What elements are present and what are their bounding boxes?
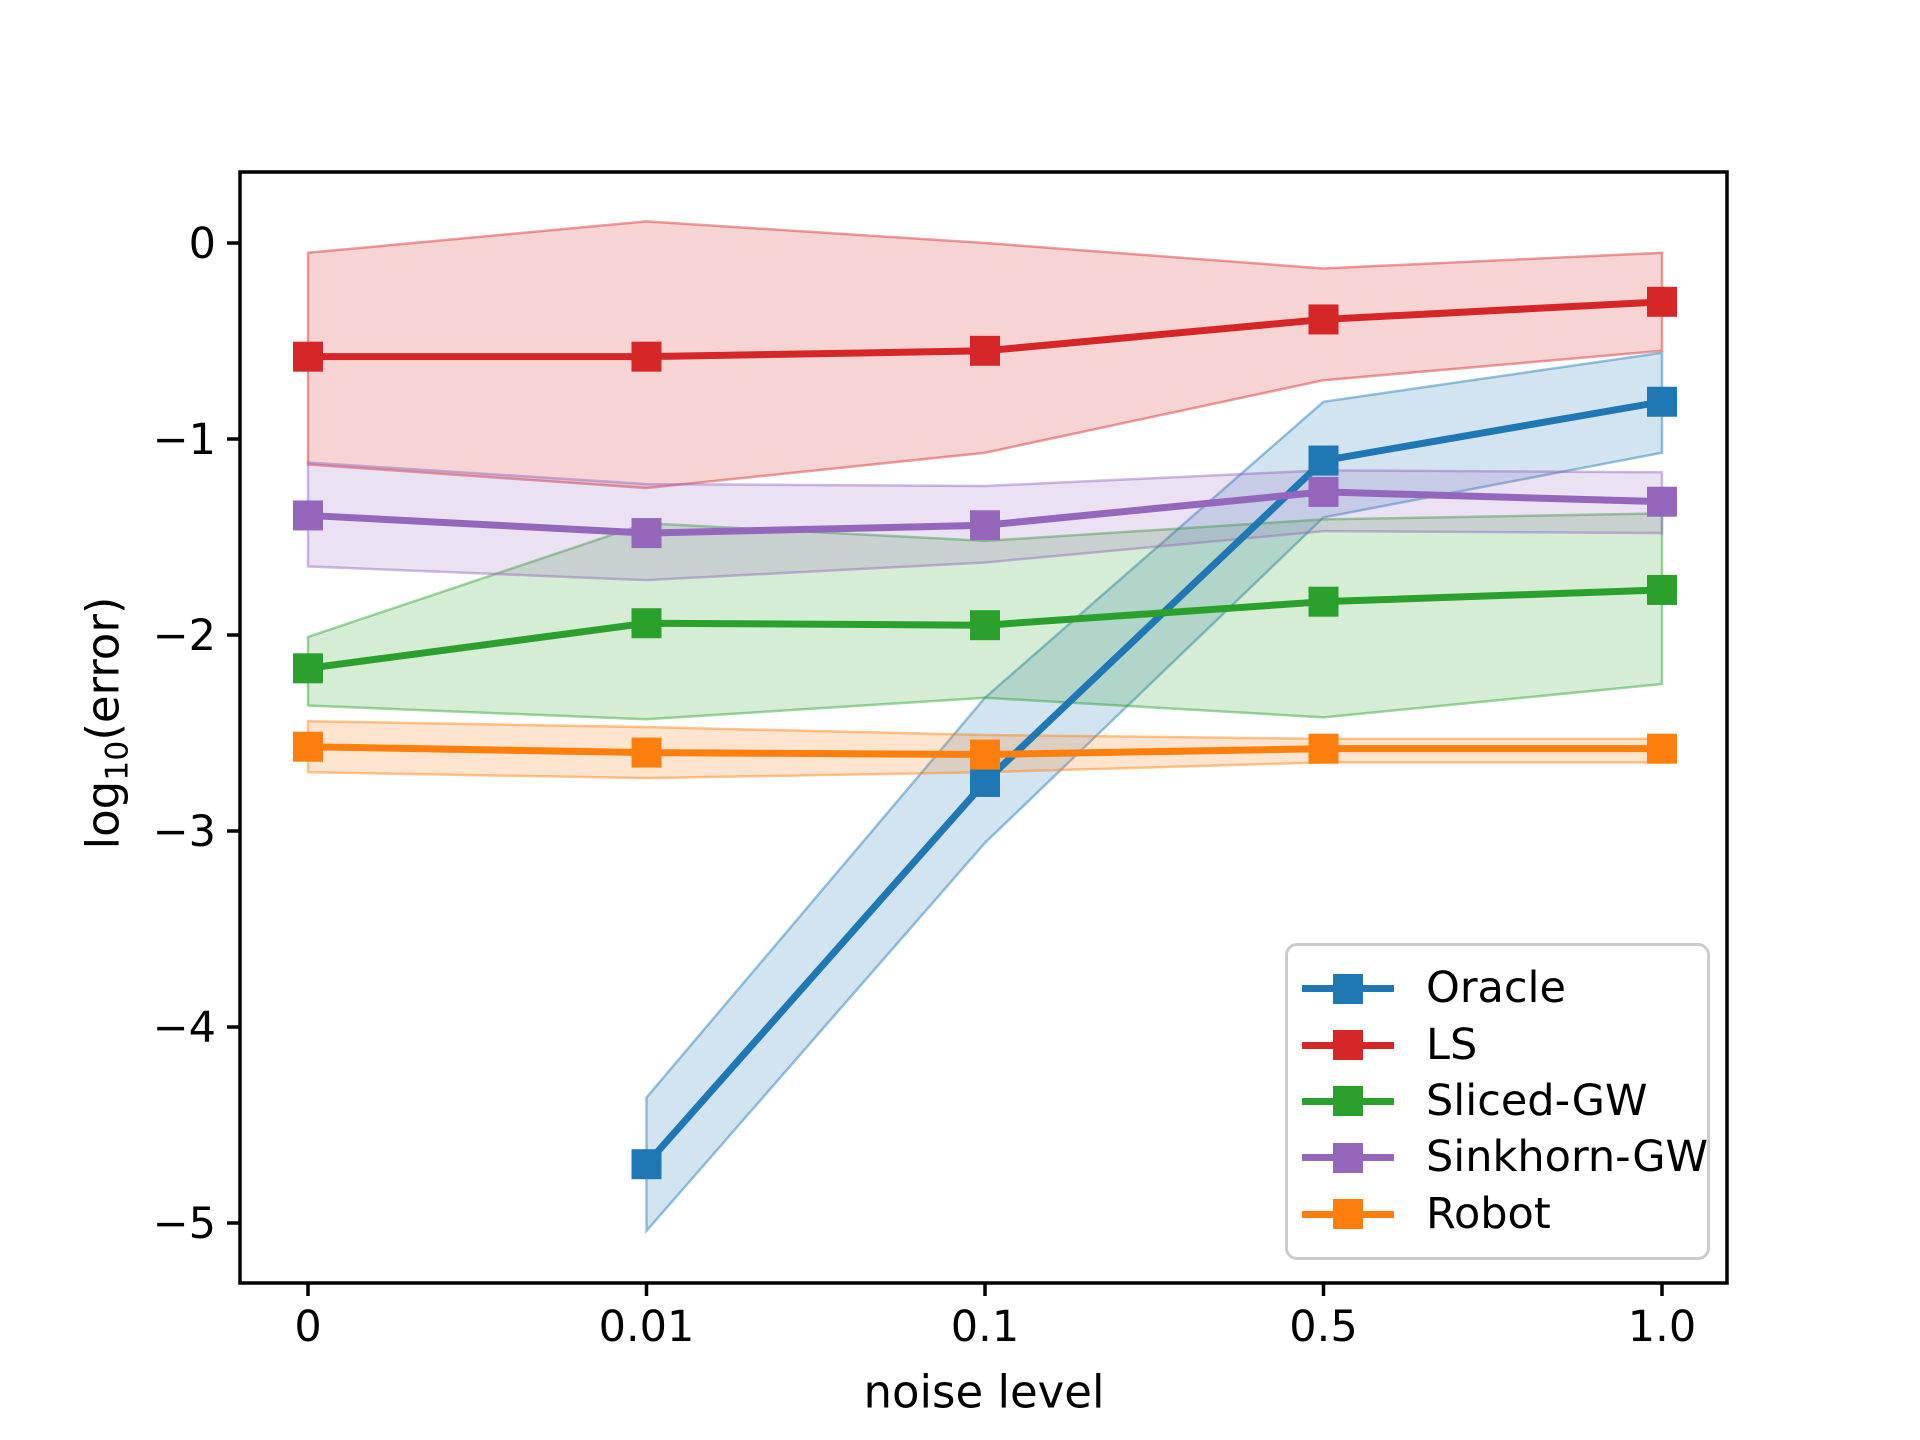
y-tick-label-1: −1 [153,415,216,465]
y-tick-label-5: −5 [153,1199,216,1249]
marker-sinkhorn-gw [1647,486,1677,517]
x-tick-label-4: 1.0 [1628,1302,1696,1352]
legend-entry-robot: Robot [1302,1188,1697,1239]
marker-robot [1647,733,1677,764]
marker-robot [631,737,662,768]
robot-line-marker-icon [1302,1198,1394,1230]
marker-ls [1647,286,1677,317]
marker-oracle [970,767,1000,797]
y-axis-label: log10(error) [76,596,136,850]
legend-box: Oracle LS Sliced-GW Sinkhorn-GW Robot [1285,943,1710,1260]
marker-sinkhorn-gw [970,510,1000,541]
marker-oracle [1647,386,1677,417]
x-axis-label: noise level [863,1365,1105,1419]
marker-oracle [631,1149,662,1180]
legend-entry-sinkhorn-gw: Sinkhorn-GW [1302,1136,1708,1179]
y-tick-label-2: −2 [153,611,216,661]
sliced-gw-line-marker-icon [1302,1085,1394,1117]
marker-ls [631,341,662,372]
marker-sinkhorn-gw [293,500,323,531]
legend-entry-ls: LS [1302,1019,1697,1070]
marker-ls [970,335,1000,366]
marker-sinkhorn-gw [1308,476,1339,507]
marker-ls [293,341,323,372]
marker-robot [970,739,1000,770]
marker-sliced-gw [1308,586,1339,617]
marker-robot [1308,733,1339,764]
marker-sliced-gw [631,608,662,639]
marker-ls [1308,304,1339,335]
marker-robot [293,731,323,762]
y-tick-label-3: −3 [153,807,216,857]
x-tick-label-1: 0.01 [599,1302,695,1352]
legend-entry-sliced-gw: Sliced-GW [1302,1075,1697,1126]
y-tick-label-4: −4 [153,1003,216,1053]
legend-label: Sinkhorn-GW [1426,1132,1709,1183]
legend-label: Oracle [1426,963,1566,1014]
oracle-line-marker-icon [1302,973,1394,1005]
marker-sinkhorn-gw [631,518,662,549]
y-tick-label-0: 0 [189,219,216,269]
legend-label: LS [1426,1019,1478,1070]
sinkhorn-gw-line-marker-icon [1302,1142,1394,1174]
ls-line-marker-icon [1302,1029,1394,1061]
band-oracle [645,351,1664,1235]
marker-sliced-gw [1647,574,1677,605]
legend-entry-oracle: Oracle [1302,967,1697,1010]
marker-sliced-gw [970,610,1000,641]
marker-sliced-gw [293,653,323,684]
legend-label: Robot [1426,1188,1551,1239]
x-tick-label-2: 0.1 [951,1302,1019,1352]
line-oracle [643,398,1663,1167]
x-tick-label-3: 0.5 [1289,1302,1357,1352]
marker-oracle [1308,445,1339,476]
x-tick-label-0: 0 [294,1302,321,1352]
legend-label: Sliced-GW [1426,1075,1648,1126]
